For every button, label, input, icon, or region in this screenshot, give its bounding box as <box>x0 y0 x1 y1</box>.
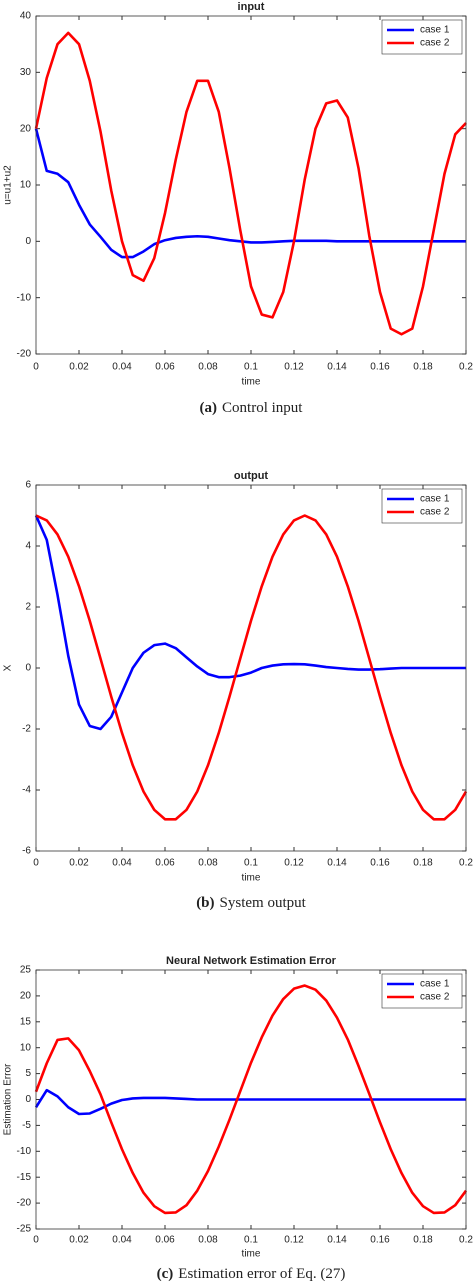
x-tick-label: 0.04 <box>112 1235 132 1246</box>
x-tick-label: 0.18 <box>413 1235 433 1246</box>
caption-text: Control input <box>222 400 303 416</box>
y-tick-label: 30 <box>20 67 32 78</box>
y-tick-label: -20 <box>17 1198 32 1209</box>
legend-label: case 1 <box>420 25 450 36</box>
x-tick-label: 0.1 <box>244 1235 258 1246</box>
caption: (b) System output <box>196 895 306 911</box>
chart-title: Neural Network Estimation Error <box>166 955 337 967</box>
y-tick-label: 40 <box>20 11 32 22</box>
x-tick-label: 0.1 <box>244 362 258 373</box>
y-tick-label: -6 <box>22 846 31 857</box>
x-tick-label: 0.16 <box>370 362 390 373</box>
x-tick-label: 0.08 <box>198 362 218 373</box>
y-axis-label: X <box>3 664 14 671</box>
y-tick-label: 5 <box>25 1068 31 1079</box>
x-tick-label: 0.2 <box>459 858 473 869</box>
y-tick-label: 25 <box>20 965 32 976</box>
x-tick-label: 0.12 <box>284 858 304 869</box>
legend-label: case 2 <box>420 507 450 518</box>
x-tick-label: 0 <box>33 858 39 869</box>
y-tick-label: 6 <box>25 480 31 491</box>
x-tick-label: 0.12 <box>284 362 304 373</box>
caption: (c) Estimation error of Eq. (27) <box>157 1266 346 1282</box>
y-tick-label: 10 <box>20 1042 32 1053</box>
x-axis-label: time <box>242 1249 261 1260</box>
caption-text: Estimation error of Eq. (27) <box>178 1266 345 1282</box>
x-tick-label: 0.14 <box>327 1235 347 1246</box>
x-tick-label: 0 <box>33 362 39 373</box>
y-tick-label: 2 <box>25 602 31 613</box>
plot-area <box>36 16 466 354</box>
series-line <box>34 128 466 259</box>
y-tick-label: 0 <box>25 236 31 247</box>
y-tick-label: 0 <box>25 1094 31 1105</box>
y-tick-label: 4 <box>25 541 31 552</box>
y-tick-label: 10 <box>20 180 32 191</box>
x-tick-label: 0.04 <box>112 858 132 869</box>
legend-box <box>381 973 463 1009</box>
y-tick-label: -10 <box>17 292 32 303</box>
x-tick-label: 0.16 <box>370 858 390 869</box>
x-tick-label: 0.18 <box>413 858 433 869</box>
caption-label: (c) <box>157 1266 174 1282</box>
y-axis-label: u=u1+u2 <box>3 165 14 205</box>
x-tick-label: 0.02 <box>69 1235 89 1246</box>
x-tick-label: 0.02 <box>69 858 89 869</box>
plot-frame <box>35 969 467 1230</box>
x-tick-label: 0.04 <box>112 362 132 373</box>
y-tick-label: -20 <box>17 349 32 360</box>
legend-box <box>381 488 463 524</box>
series-line <box>34 514 466 731</box>
legend-label: case 1 <box>420 979 450 990</box>
x-tick-label: 0.08 <box>198 1235 218 1246</box>
caption-text: System output <box>220 895 307 911</box>
plot-frame <box>35 484 467 852</box>
x-axis-label: time <box>242 873 261 884</box>
y-tick-label: -15 <box>17 1172 32 1183</box>
x-tick-label: 0.02 <box>69 362 89 373</box>
y-axis-label: Estimation Error <box>3 1063 14 1135</box>
chart-title: input <box>238 1 265 13</box>
x-tick-label: 0.06 <box>155 858 175 869</box>
x-tick-label: 0.06 <box>155 1235 175 1246</box>
series-line <box>34 1088 466 1116</box>
x-tick-label: 0 <box>33 1235 39 1246</box>
x-tick-label: 0.16 <box>370 1235 390 1246</box>
x-tick-label: 0.08 <box>198 858 218 869</box>
x-tick-label: 0.18 <box>413 362 433 373</box>
y-tick-label: -5 <box>22 1120 31 1131</box>
x-tick-label: 0.2 <box>459 1235 473 1246</box>
y-tick-label: -25 <box>17 1224 32 1235</box>
y-tick-label: -4 <box>22 785 31 796</box>
legend-label: case 2 <box>420 38 450 49</box>
legend-box <box>381 19 463 55</box>
caption-label: (a) <box>200 400 218 416</box>
legend-label: case 1 <box>420 494 450 505</box>
legend-label: case 2 <box>420 992 450 1003</box>
y-tick-label: 0 <box>25 663 31 674</box>
y-tick-label: 20 <box>20 123 32 134</box>
series-line <box>35 514 468 821</box>
x-tick-label: 0.14 <box>327 858 347 869</box>
x-tick-label: 0.12 <box>284 1235 304 1246</box>
y-tick-label: 15 <box>20 1016 32 1027</box>
caption: (a) Control input <box>200 400 304 416</box>
series-line <box>34 31 467 336</box>
y-tick-label: 20 <box>20 991 32 1002</box>
x-tick-label: 0.1 <box>244 858 258 869</box>
chart-title: output <box>234 470 269 482</box>
y-tick-label: -2 <box>22 724 31 735</box>
caption-label: (b) <box>196 895 214 911</box>
x-tick-label: 0.2 <box>459 362 473 373</box>
x-tick-label: 0.06 <box>155 362 175 373</box>
x-tick-label: 0.14 <box>327 362 347 373</box>
x-axis-label: time <box>242 377 261 388</box>
series-line <box>34 984 468 1215</box>
plot-frame <box>35 15 467 355</box>
y-tick-label: -10 <box>17 1146 32 1157</box>
